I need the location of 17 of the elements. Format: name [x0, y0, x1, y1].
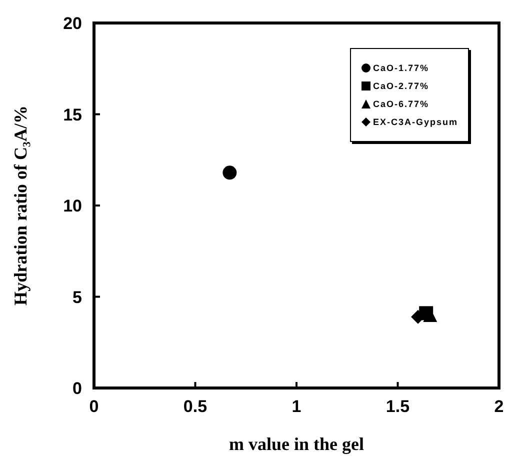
x-tick-label: 1	[292, 397, 302, 416]
legend-label: CaO-1.77%	[372, 63, 430, 73]
legend-label: EX-C3A-Gypsum	[372, 117, 458, 127]
x-tick-label: 0	[89, 397, 99, 416]
legend-label: CaO-2.77%	[372, 81, 430, 91]
x-axis-title: m value in the gel	[229, 434, 364, 454]
x-tick-label: 1.5	[386, 397, 410, 416]
x-tick-label: 2	[494, 397, 504, 416]
x-tick-label: 0.5	[183, 397, 208, 416]
y-tick-label: 20	[63, 14, 82, 34]
y-axis-title: Hydration ratio of C₃A/%	[10, 106, 30, 306]
point	[222, 166, 237, 180]
y-tick-label: 10	[63, 196, 82, 216]
y-tick-label: 15	[63, 105, 82, 124]
y-tick-label: 0	[72, 379, 82, 398]
legend-label: CaO-6.77%	[372, 99, 430, 109]
y-tick-label: 5	[72, 288, 82, 307]
